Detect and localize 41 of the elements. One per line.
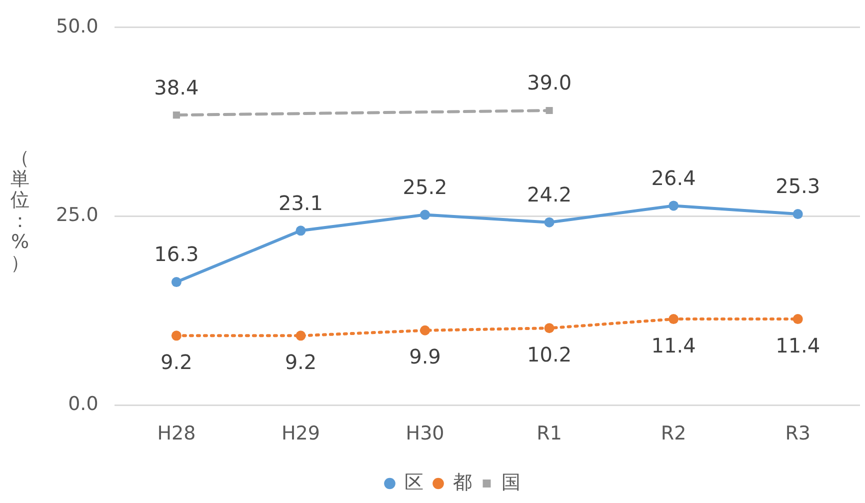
legend-label: 都 (452, 471, 472, 494)
point (171, 277, 182, 288)
x-tick-label: R2 (660, 422, 686, 445)
y-axis-title: （単位：%） (10, 147, 30, 274)
data-label: 9.9 (409, 344, 441, 369)
data-label: 16.3 (154, 242, 199, 266)
point (172, 112, 180, 119)
legend-label: 国 (501, 471, 520, 494)
data-label: 24.2 (527, 182, 572, 207)
x-tick-label: H30 (406, 422, 444, 445)
point (420, 210, 430, 220)
data-label: 39.0 (527, 70, 572, 95)
data-label: 38.4 (154, 75, 199, 100)
point (544, 323, 554, 334)
point (296, 330, 306, 341)
x-tick-label: R3 (785, 422, 811, 445)
point (792, 314, 803, 324)
data-label: 10.2 (527, 342, 572, 366)
data-label: 9.2 (160, 350, 192, 374)
data-label: 11.4 (776, 333, 820, 358)
point (296, 226, 306, 236)
point (420, 325, 430, 336)
data-label: 25.3 (776, 174, 820, 198)
x-tick-label: H29 (281, 422, 320, 445)
point (668, 314, 679, 324)
point (792, 209, 803, 220)
legend-label: 区 (404, 471, 424, 494)
y-tick-label: 50.0 (56, 15, 98, 38)
data-label: 23.1 (278, 190, 323, 215)
y-tick-label: 0.0 (68, 393, 98, 416)
y-tick-label: 25.0 (56, 204, 98, 226)
data-label: 9.2 (284, 350, 317, 374)
point (171, 330, 182, 341)
data-label: 26.4 (651, 166, 696, 190)
x-tick-label: H28 (157, 422, 196, 445)
point (546, 106, 553, 114)
point (544, 217, 554, 228)
point (668, 200, 679, 211)
data-label: 11.4 (651, 333, 696, 358)
data-label: 25.2 (402, 174, 448, 199)
x-tick-label: R1 (536, 422, 562, 445)
